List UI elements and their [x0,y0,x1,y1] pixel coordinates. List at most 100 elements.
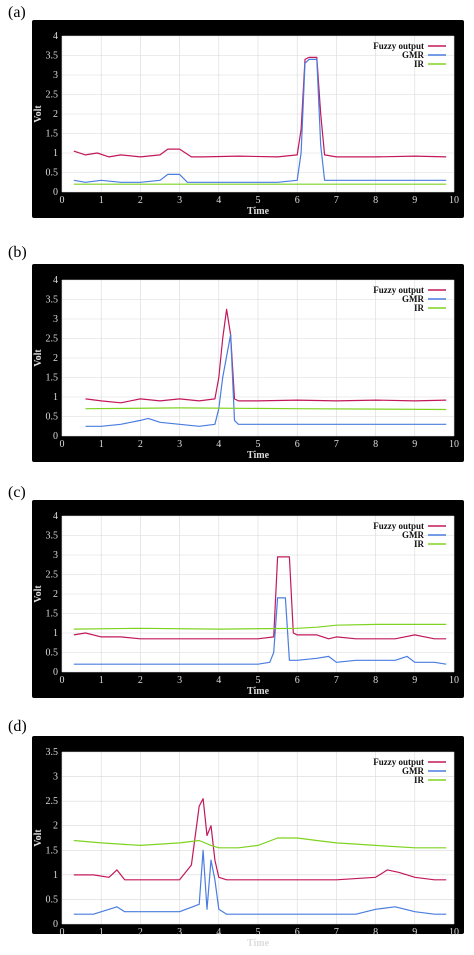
y-tick-label: 0 [53,919,58,930]
y-axis-label: Volt [33,105,44,123]
series-line-ir-b [85,407,447,411]
y-tick-label: 3 [53,550,58,561]
y-tick-label: 1 [53,392,58,403]
x-tick-label: 8 [373,439,378,450]
y-tick-label: 1.5 [46,845,59,856]
y-tick-label: 3 [53,772,58,783]
y-tick-label: 1.5 [46,373,59,384]
x-tick-label: 0 [60,439,65,450]
y-tick-label: 0 [53,187,58,198]
y-axis-label: Volt [33,349,44,367]
x-tick-label: 2 [138,927,143,938]
x-tick-label: 3 [177,927,182,938]
x-tick-label: 5 [256,675,261,686]
x-tick-label: 9 [412,675,417,686]
x-tick-label: 10 [449,927,459,938]
y-tick-label: 0.5 [46,648,59,659]
x-tick-label: 6 [295,675,300,686]
x-tick-label: 2 [138,675,143,686]
legend-label: IR [414,775,425,785]
x-tick-label: 5 [256,439,261,450]
legend-label: GMR [402,766,424,776]
y-tick-label: 3 [53,314,58,325]
panel-label-b: (b) [8,244,27,261]
y-tick-label: 3.5 [46,51,59,62]
y-tick-label: 2 [53,821,58,832]
x-tick-label: 3 [177,675,182,686]
x-tick-label: 4 [216,927,221,938]
series-line-gmr-a [73,58,447,183]
x-tick-label: 8 [373,675,378,686]
x-tick-label: 1 [99,675,104,686]
x-tick-label: 0 [60,195,65,206]
x-tick-label: 3 [177,195,182,206]
x-tick-label: 7 [334,927,339,938]
series-line-fuzzy-b [85,308,447,404]
y-tick-label: 2 [53,353,58,364]
y-tick-label: 0.5 [46,168,59,179]
chart-panel-d: 0 1 2 3 4 5 6 7 8 9 10 0 0.5 1 1.5 2 2.5 3 3.5 Time Volt Fuzz… [32,736,464,949]
y-tick-label: 3.5 [46,747,59,758]
x-tick-label: 10 [449,195,459,206]
legend-label: IR [414,539,425,549]
panel-label-c: (c) [8,484,26,501]
y-tick-label: 1 [53,148,58,159]
chart-panel-a: 0 1 2 3 4 5 6 7 8 9 10 0 0.5 1 1.5 2 2.5 3 3.5 4 Time Volt Fuz… [32,20,464,218]
y-tick-label: 0.5 [46,894,59,905]
y-tick-label: 2.5 [46,570,59,581]
series-line-gmr-c [73,597,447,665]
legend-label: IR [414,59,425,69]
chart-panel-b: 0 1 2 3 4 5 6 7 8 9 10 0 0.5 1 1.5 2 2.5 3 3.5 4 Time Volt Fuz… [32,264,464,462]
x-tick-label: 9 [412,439,417,450]
x-tick-label: 10 [449,675,459,686]
x-tick-label: 5 [256,927,261,938]
x-axis-label: Time [247,686,270,697]
x-tick-label: 6 [295,927,300,938]
legend-label: GMR [402,294,424,304]
legend-label: GMR [402,530,424,540]
y-tick-label: 3 [53,70,58,81]
x-tick-label: 5 [256,195,261,206]
panel-label-a: (a) [8,4,26,21]
x-tick-label: 2 [138,195,143,206]
y-tick-label: 2.5 [46,334,59,345]
x-tick-label: 0 [60,927,65,938]
x-tick-label: 8 [373,927,378,938]
x-tick-label: 4 [216,439,221,450]
x-axis-label: Time [247,450,270,461]
series-line-ir-c [73,623,447,630]
x-tick-label: 7 [334,675,339,686]
line-chart-c: 0 1 2 3 4 5 6 7 8 9 10 0 0.5 1 1.5 2 2.5 3 3.5 4 Time Volt Fuz… [33,511,459,697]
line-chart-a: 0 1 2 3 4 5 6 7 8 9 10 0 0.5 1 1.5 2 2.5 3 3.5 4 Time Volt Fuz… [33,31,459,217]
chart-panel-c: 0 1 2 3 4 5 6 7 8 9 10 0 0.5 1 1.5 2 2.5 3 3.5 4 Time Volt Fuz… [32,500,464,698]
x-tick-label: 4 [216,675,221,686]
x-tick-label: 4 [216,195,221,206]
y-tick-label: 3.5 [46,295,59,306]
y-axis-label: Volt [33,585,44,603]
series-line-fuzzy-c [73,556,447,640]
x-tick-label: 6 [295,439,300,450]
x-tick-label: 7 [334,439,339,450]
line-chart-d: 0 1 2 3 4 5 6 7 8 9 10 0 0.5 1 1.5 2 2.5 3 3.5 Time Volt Fuzz… [33,747,459,949]
y-tick-label: 1 [53,870,58,881]
legend-label: Fuzzy output [373,41,424,51]
y-tick-label: 2 [53,589,58,600]
x-tick-label: 8 [373,195,378,206]
x-tick-label: 3 [177,439,182,450]
legend-label: Fuzzy output [373,521,424,531]
x-axis-label: Time [247,206,270,217]
x-tick-label: 2 [138,439,143,450]
x-tick-label: 9 [412,927,417,938]
y-tick-label: 4 [53,511,58,522]
series-line-ir-d [73,837,447,849]
y-tick-label: 4 [53,31,58,42]
y-tick-label: 0.5 [46,412,59,423]
y-tick-label: 4 [53,275,58,286]
legend-label: GMR [402,50,424,60]
y-tick-label: 2 [53,109,58,120]
x-tick-label: 0 [60,675,65,686]
panel-label-d: (d) [8,718,27,735]
x-tick-label: 1 [99,195,104,206]
x-tick-label: 9 [412,195,417,206]
series-line-gmr-b [85,333,447,427]
